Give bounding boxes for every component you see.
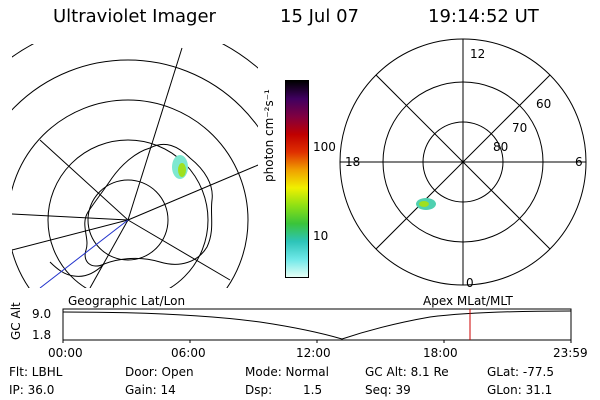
xtick-0000: 00:00 — [48, 346, 83, 360]
mlt-line-diag — [375, 74, 551, 250]
aurora-core — [178, 163, 186, 177]
dsp-label: Dsp: — [245, 383, 273, 397]
colorbar-tick-100: 100 — [313, 140, 336, 154]
orbit-track — [39, 219, 129, 288]
colorbar-tick-10: 10 — [313, 229, 329, 243]
gc-alt-status: GC Alt: 8.1 Re — [365, 365, 449, 379]
gain-status: Gain: 14 — [125, 383, 176, 397]
lat-label-60: 60 — [536, 97, 552, 111]
lat-circle — [12, 59, 258, 128]
xtick-1800: 18:00 — [423, 346, 458, 360]
meridian-line — [39, 139, 129, 221]
ip-status: IP: 36.0 — [9, 383, 55, 397]
lat-circle — [12, 99, 249, 288]
mlt-label-6: 6 — [575, 155, 583, 169]
lat-circle — [87, 179, 169, 261]
xtick-2359: 23:59 — [553, 346, 588, 360]
meridian-line — [12, 213, 129, 221]
mode-status: Mode: Normal — [245, 365, 329, 379]
app-title: Ultraviolet Imager — [53, 6, 216, 27]
aurora-core — [419, 201, 429, 207]
lat-circle — [47, 139, 209, 288]
dsp-value: 1.5 — [303, 383, 323, 397]
time-label: 19:14:52 UT — [428, 6, 539, 27]
glon-status: GLon: 31.1 — [487, 383, 553, 397]
mlt-label-18: 18 — [345, 155, 361, 169]
seq-status: Seq: 39 — [365, 383, 411, 397]
meridian-line — [127, 219, 231, 281]
lat-label-80: 80 — [493, 140, 509, 154]
mlt-label-12: 12 — [470, 47, 486, 61]
lat-label-70: 70 — [512, 121, 528, 135]
altitude-ylabel: GC Alt — [9, 302, 23, 340]
altitude-plot-frame — [62, 308, 572, 341]
meridian-line — [12, 219, 129, 251]
altitude-ytick-1-8: 1.8 — [32, 328, 52, 342]
right-map-label: Apex MLat/MLT — [423, 294, 513, 308]
xtick-0600: 06:00 — [171, 346, 206, 360]
peninsula-outline — [49, 261, 105, 277]
left-map-label: Geographic Lat/Lon — [68, 294, 186, 308]
meridian-line — [127, 164, 258, 221]
door-status: Door: Open — [125, 365, 194, 379]
altitude-ytick-9: 9.0 — [32, 307, 52, 321]
meridian-line — [89, 219, 129, 288]
continent-outline — [84, 143, 213, 267]
date-label: 15 Jul 07 — [280, 6, 359, 27]
xtick-1200: 12:00 — [296, 346, 331, 360]
mlt-label-0: 0 — [466, 276, 474, 290]
filter-status: Flt: LBHL — [9, 365, 63, 379]
altitude-curve — [62, 310, 572, 340]
glat-status: GLat: -77.5 — [487, 365, 554, 379]
meridian-line — [127, 47, 183, 221]
colorbar — [285, 80, 309, 278]
